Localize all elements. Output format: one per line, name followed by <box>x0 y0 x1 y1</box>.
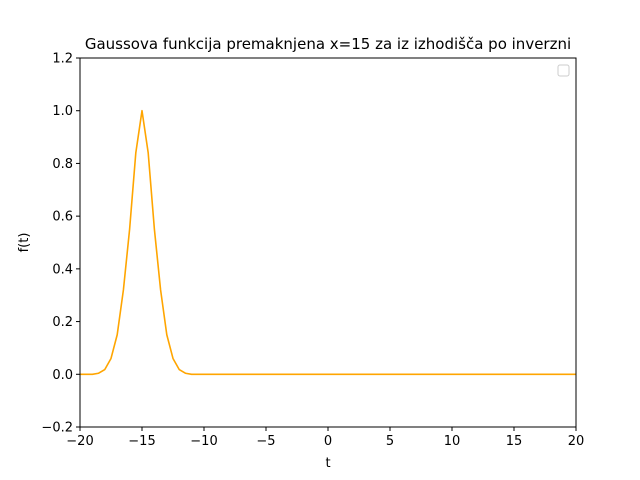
x-tick-label: −5 <box>256 434 275 449</box>
legend-box <box>557 64 570 77</box>
chart-title: Gaussova funkcija premaknjena x=15 za iz… <box>85 35 571 53</box>
y-axis: −0.2 0.0 0.2 0.4 0.6 0.8 1.0 1.2 <box>41 52 80 436</box>
y-tick-label: 0.4 <box>52 262 73 277</box>
y-tick-label: 1.2 <box>52 52 73 67</box>
plot-area <box>80 58 576 427</box>
y-tick-label: 0.2 <box>52 315 73 330</box>
x-tick-label: 20 <box>568 434 585 449</box>
y-tick-label: 0.6 <box>52 210 73 225</box>
y-tick-label: 0.0 <box>52 368 73 383</box>
x-axis-label: t <box>325 456 330 471</box>
y-tick-label: 0.8 <box>52 157 73 172</box>
x-tick-label: 0 <box>324 434 332 449</box>
series-layer <box>80 109 576 376</box>
y-tick-label: −0.2 <box>41 421 73 436</box>
x-tick-label: −20 <box>66 434 93 449</box>
x-tick-label: 15 <box>506 434 523 449</box>
x-axis: −20 −15 −10 −5 0 5 10 15 20 <box>66 427 584 449</box>
x-tick-label: −15 <box>128 434 155 449</box>
x-tick-label: 10 <box>444 434 461 449</box>
y-tick-label: 1.0 <box>52 104 73 119</box>
series-line-0 <box>80 109 576 376</box>
x-tick-label: 5 <box>386 434 394 449</box>
x-tick-label: −10 <box>190 434 217 449</box>
y-axis-label: f(t) <box>17 233 32 253</box>
